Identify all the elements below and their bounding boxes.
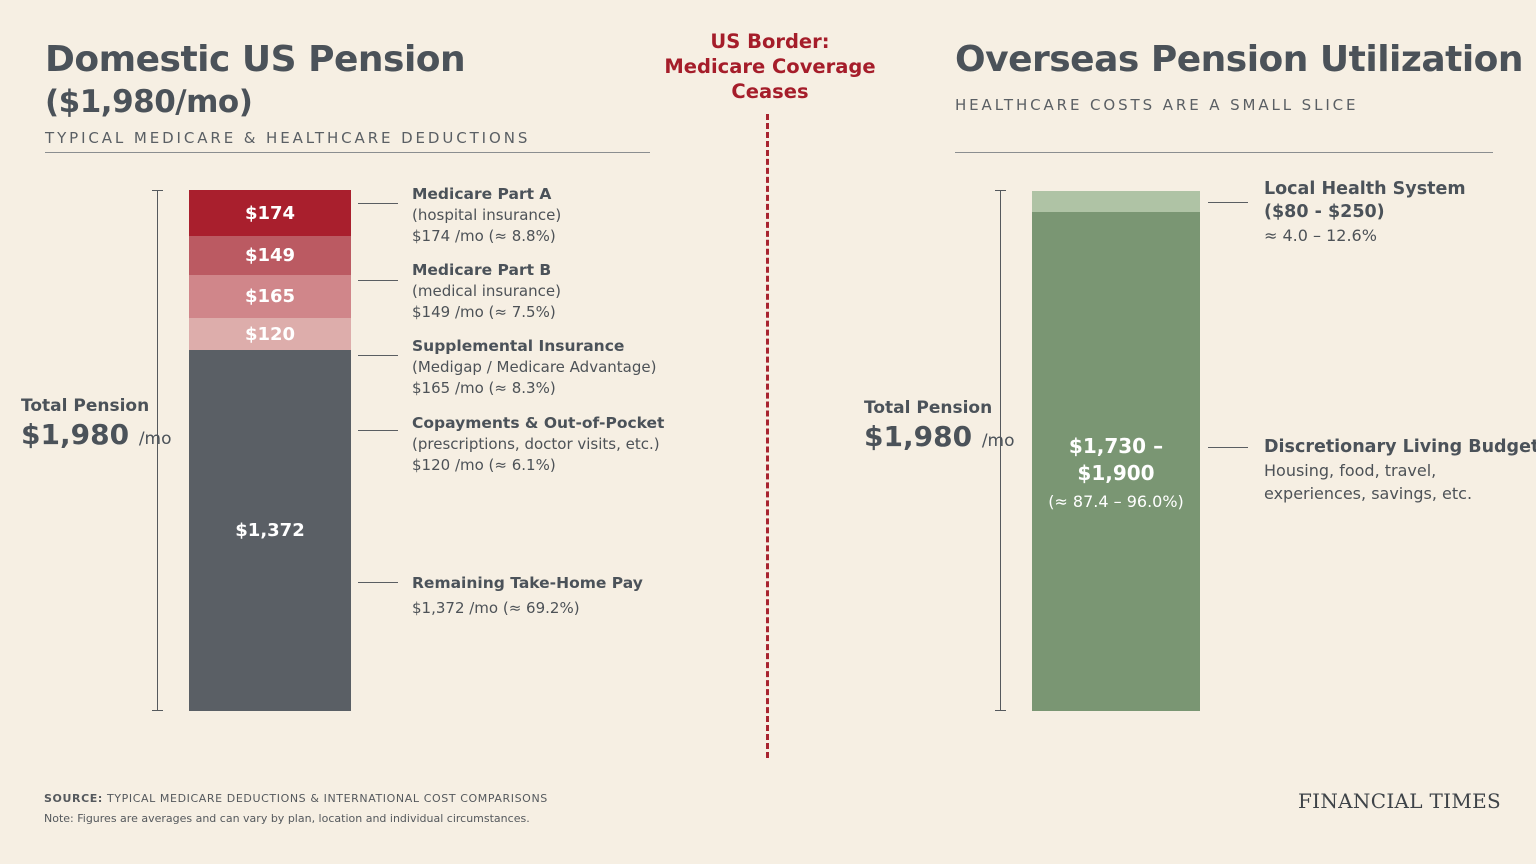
right-total-unit: /mo: [981, 431, 1015, 451]
left-title: Domestic US Pension: [45, 39, 466, 80]
right-total-value: $1,980 /mo: [864, 420, 1015, 453]
bar-value-label: $120: [244, 323, 296, 345]
annotation-desc: (medical insurance): [412, 282, 561, 300]
annotation-title: Copayments & Out-of-Pocket: [412, 414, 665, 432]
bar-value-label: $174: [244, 202, 296, 224]
bar-value-label: $1,730 –: [1068, 434, 1164, 458]
annotation-value: $149 /mo (≈ 7.5%): [412, 303, 556, 321]
annotation-value: $174 /mo (≈ 8.8%): [412, 227, 556, 245]
annotation-value: ≈ 4.0 – 12.6%: [1264, 226, 1377, 245]
segment-medicare-part-b: $149: [189, 236, 351, 275]
left-bracket-bottom: [152, 710, 163, 711]
brand-logo: FINANCIAL TIMES: [1298, 789, 1502, 813]
leader-line: [358, 430, 398, 431]
segment-copayments: $120: [189, 318, 351, 350]
annotation-title: Discretionary Living Budget: [1264, 437, 1536, 457]
border-label-line1: US Border:: [710, 30, 830, 53]
annotation-title: Medicare Part A: [412, 185, 552, 203]
annotation-medicare-part-a: Medicare Part A (hospital insurance) $17…: [412, 184, 561, 247]
border-dashed-line: [766, 114, 769, 758]
left-total-amount: $1,980: [21, 418, 130, 451]
source-label: SOURCE:: [44, 792, 103, 805]
right-title: Overseas Pension Utilization: [955, 39, 1524, 80]
bar-value-label: $1,372: [235, 520, 305, 541]
border-label: US Border: Medicare Coverage Ceases: [655, 29, 885, 104]
bar-value-label: $1,900: [1077, 461, 1155, 485]
annotation-range: ($80 - $250): [1264, 202, 1385, 222]
leader-line: [358, 203, 398, 204]
annotation-copayments: Copayments & Out-of-Pocket (prescription…: [412, 413, 664, 476]
left-total-value: $1,980 /mo: [21, 418, 172, 451]
annotation-value: $120 /mo (≈ 6.1%): [412, 456, 556, 474]
bar-value-label: $149: [244, 245, 296, 266]
right-total-label: Total Pension: [864, 398, 993, 418]
annotation-title: Supplemental Insurance: [412, 337, 625, 355]
right-stacked-bar: $1,730 – $1,900 (≈ 87.4 – 96.0%): [1032, 191, 1200, 711]
annotation-desc: (prescriptions, doctor visits, etc.): [412, 435, 660, 453]
annotation-desc: (Medigap / Medicare Advantage): [412, 358, 657, 376]
annotation-desc: experiences, savings, etc.: [1264, 484, 1473, 503]
bar-value-label: $165: [244, 286, 296, 307]
segment-remaining: $1,372: [189, 350, 351, 711]
leader-line: [358, 355, 398, 356]
leader-line: [1208, 202, 1248, 203]
left-subtitle: TYPICAL MEDICARE & HEALTHCARE DEDUCTIONS: [45, 129, 531, 147]
right-total-bracket: [1000, 190, 1001, 711]
left-bracket-top: [152, 190, 163, 191]
leader-line: [358, 280, 398, 281]
source-line: SOURCE: TYPICAL MEDICARE DEDUCTIONS & IN…: [44, 792, 548, 805]
right-bracket-bottom: [995, 710, 1006, 711]
left-title-amount: ($1,980/mo): [45, 84, 253, 120]
bar-percent-label: (≈ 87.4 – 96.0%): [1048, 492, 1184, 511]
segment-supplemental: $165: [189, 275, 351, 318]
annotation-value: $165 /mo (≈ 8.3%): [412, 379, 556, 397]
annotation-discretionary: Discretionary Living Budget Housing, foo…: [1264, 436, 1536, 505]
footnote: Note: Figures are averages and can vary …: [44, 812, 530, 825]
left-total-unit: /mo: [138, 429, 172, 449]
annotation-supplemental: Supplemental Insurance (Medigap / Medica…: [412, 336, 656, 399]
left-stacked-bar: $174 $149 $165 $120 $1,372: [189, 190, 351, 711]
annotation-title: Medicare Part B: [412, 261, 552, 279]
left-total-label: Total Pension: [21, 396, 150, 416]
left-total-bracket: [157, 190, 158, 711]
leader-line: [358, 582, 398, 583]
right-divider: [955, 152, 1493, 153]
annotation-title: Remaining Take-Home Pay: [412, 574, 643, 592]
leader-line: [1208, 447, 1248, 448]
source-text: TYPICAL MEDICARE DEDUCTIONS & INTERNATIO…: [106, 792, 548, 805]
annotation-desc: (hospital insurance): [412, 206, 562, 224]
annotation-value: $1,372 /mo (≈ 69.2%): [412, 599, 580, 617]
segment-discretionary: $1,730 – $1,900 (≈ 87.4 – 96.0%): [1032, 212, 1200, 711]
right-bracket-top: [995, 190, 1006, 191]
right-total-amount: $1,980: [864, 420, 973, 453]
annotation-title: Local Health System: [1264, 179, 1466, 199]
annotation-remaining: Remaining Take-Home Pay $1,372 /mo (≈ 69…: [412, 571, 643, 621]
annotation-local-health: Local Health System ($80 - $250) ≈ 4.0 –…: [1264, 178, 1466, 247]
right-subtitle: HEALTHCARE COSTS ARE A SMALL SLICE: [955, 96, 1359, 114]
border-label-line3: Ceases: [731, 80, 809, 103]
border-label-line2: Medicare Coverage: [664, 55, 876, 78]
annotation-desc: Housing, food, travel,: [1264, 461, 1437, 480]
left-divider: [45, 152, 650, 153]
segment-medicare-part-a: $174: [189, 190, 351, 236]
segment-local-health: [1032, 191, 1200, 212]
annotation-medicare-part-b: Medicare Part B (medical insurance) $149…: [412, 260, 561, 323]
